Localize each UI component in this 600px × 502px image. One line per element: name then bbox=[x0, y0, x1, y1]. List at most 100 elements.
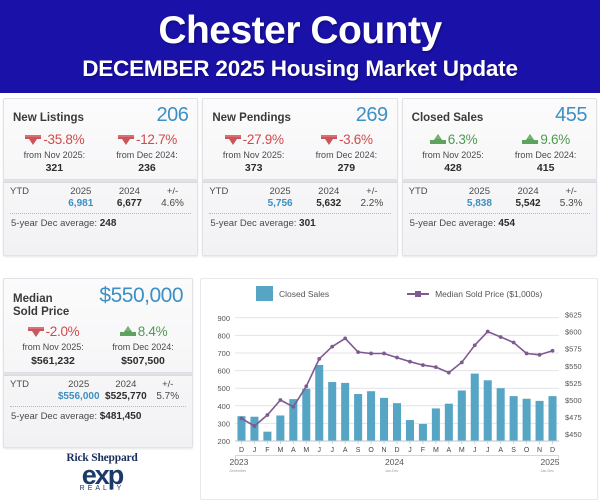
new-pendings-ytd-header-2: +/- bbox=[366, 186, 378, 198]
x-axis-month-tick: N bbox=[537, 447, 542, 454]
new-pendings-ytd-label: YTD bbox=[209, 186, 229, 198]
closed-sales-footer-label: 5-year Dec average: bbox=[409, 218, 496, 230]
median-price-delta-1-top: 8.4% bbox=[98, 323, 188, 340]
x-axis-year-label: 2025 bbox=[540, 457, 560, 467]
chart-bar bbox=[444, 403, 453, 441]
median-price-ytd-header-2: +/- bbox=[162, 378, 174, 390]
new-listings-header: New Listings 206 bbox=[4, 99, 197, 129]
chart-line-point bbox=[382, 351, 386, 356]
chart-line-point bbox=[498, 335, 503, 339]
legend-line-icon bbox=[407, 290, 430, 297]
closed-sales-ytd-spacer bbox=[409, 198, 455, 209]
agent-name: Rick Sheppard bbox=[66, 452, 138, 464]
closed-sales-ytd-value-2: 5.3% bbox=[559, 198, 583, 210]
price-card-divider bbox=[4, 371, 192, 376]
median-price-delta-1-from: from Dec 2024: $507,500 bbox=[98, 341, 188, 367]
arrow-down-icon bbox=[27, 327, 44, 338]
agent-logo: Rick Sheppard exp REALTY bbox=[12, 452, 192, 500]
new-listings-divider bbox=[4, 179, 198, 184]
median-price-ytd-value-0: $556,000 bbox=[57, 390, 100, 402]
new-listings-value: 206 bbox=[156, 104, 189, 126]
new-pendings-footer-label: 5-year Dec average: bbox=[210, 218, 297, 230]
page-title: Chester County bbox=[158, 9, 442, 53]
chart-line-point bbox=[304, 384, 309, 389]
price-card-header: Median Sold Price $550,000 bbox=[4, 279, 192, 321]
y-axis-right-tick: $575 bbox=[565, 345, 582, 354]
chart-line-point bbox=[395, 355, 399, 360]
median-price-delta-1: 8.4% from Dec 2024: $507,500 bbox=[98, 323, 188, 367]
year-bracket bbox=[235, 455, 559, 461]
closed-sales-delta-1-top: 9.6% bbox=[499, 131, 592, 148]
chart-line-point bbox=[239, 416, 244, 421]
new-listings-dotted-rule bbox=[10, 213, 192, 215]
chart-bar bbox=[367, 391, 376, 441]
price-card-ytd-table: YTD 2025 2024 +/- $556,000 $525,770 5.7% bbox=[4, 376, 192, 402]
new-listings-ytd-table: YTD 2025 2024 +/- 6,981 6,677 4.6% bbox=[4, 183, 197, 209]
new-pendings-delta-0: -27.9% from Nov 2025: 373 bbox=[207, 131, 300, 175]
y-axis-right-tick: $625 bbox=[565, 310, 582, 319]
closed-sales-ytd-header-1: 2024 bbox=[517, 186, 539, 198]
x-axis-month-tick: M bbox=[433, 447, 439, 454]
chart-line-point bbox=[265, 413, 270, 417]
new-listings-delta-0-from-value: 321 bbox=[45, 162, 64, 175]
price-card-footer-value: $481,450 bbox=[99, 410, 142, 422]
median-price-delta-0: -2.0% from Nov 2025: $561,232 bbox=[8, 323, 98, 367]
chart-line-point bbox=[278, 398, 283, 402]
chart-line-point bbox=[330, 344, 335, 349]
chart-bar bbox=[328, 382, 337, 441]
chart-bar bbox=[392, 403, 402, 441]
new-pendings-footer-value: 301 bbox=[299, 218, 316, 230]
new-pendings-delta-1-top: -3.6% bbox=[300, 131, 393, 148]
new-listings-delta-1-pct: -12.7% bbox=[136, 132, 177, 147]
chart-bar bbox=[457, 390, 466, 441]
arrow-up-icon bbox=[429, 134, 446, 144]
new-pendings-ytd-header-1: 2024 bbox=[318, 186, 340, 198]
closed-sales-dotted-rule bbox=[408, 213, 590, 215]
x-axis-month-tick: A bbox=[498, 447, 503, 454]
arrow-down-icon bbox=[118, 135, 135, 145]
chart-bar bbox=[496, 388, 505, 441]
price-card-dotted-rule bbox=[10, 405, 186, 407]
new-listings-ytd-value-0: 6,981 bbox=[68, 198, 94, 210]
closed-sales-value: 455 bbox=[555, 104, 587, 126]
y-axis-left-tick: 600 bbox=[217, 367, 230, 376]
legend-label-closed-sales: Closed Sales bbox=[279, 288, 330, 299]
chart-bar bbox=[263, 431, 272, 441]
arrow-up-icon bbox=[119, 326, 136, 337]
closed-sales-ytd-header-0: 2025 bbox=[468, 186, 490, 198]
new-listings-deltas: -35.8% from Nov 2025: 321 -12.7% from Dec 20… bbox=[4, 129, 197, 179]
x-axis-year-label: 2023 bbox=[229, 457, 249, 467]
chart-line-point bbox=[291, 404, 296, 409]
x-axis-month-tick: N bbox=[382, 447, 387, 454]
y-axis-left-tick: 400 bbox=[217, 402, 230, 411]
closed-sales-delta-1-from-value: 415 bbox=[536, 162, 555, 175]
y-axis-right-tick: $600 bbox=[565, 328, 582, 337]
closed-sales-ytd-value-0: 5,838 bbox=[466, 198, 492, 210]
new-listings-ytd-label: YTD bbox=[10, 186, 29, 198]
stat-card-new-pendings: New Pendings 269 -27.9% from Nov 2025: 373 -3… bbox=[202, 98, 398, 256]
median-price-ytd-value-2: 5.7% bbox=[156, 390, 180, 402]
x-axis-month-tick: J bbox=[330, 447, 334, 454]
legend-label-median-price: Median Sold Price ($1,000s) bbox=[435, 288, 543, 299]
price-card-title-line2: Sold Price bbox=[13, 306, 70, 319]
closed-sales-title: Closed Sales bbox=[411, 112, 484, 124]
chart-bar bbox=[509, 396, 518, 441]
chart-line-point bbox=[252, 424, 257, 428]
x-axis-month-tick: J bbox=[486, 447, 490, 454]
new-listings-ytd-header-0: 2025 bbox=[70, 186, 92, 198]
new-pendings-delta-0-from: from Nov 2025: 373 bbox=[207, 149, 300, 175]
median-price-delta-1-from-value: $507,500 bbox=[121, 354, 165, 367]
x-axis-month-tick: J bbox=[408, 447, 412, 454]
chart-legend: Closed Sales Median Sold Price ($1,000s) bbox=[201, 279, 597, 305]
chart-bar bbox=[237, 416, 246, 441]
closed-sales-delta-0-top: 6.3% bbox=[407, 131, 500, 148]
chart-line-point bbox=[408, 359, 412, 364]
new-pendings-delta-1: -3.6% from Dec 2024: 279 bbox=[300, 131, 393, 175]
y-axis-right-tick: $525 bbox=[565, 379, 582, 388]
chart-bar bbox=[431, 408, 440, 441]
stat-card-new-listings: New Listings 206 -35.8% from Nov 2025: 321 -1… bbox=[3, 98, 199, 256]
closed-sales-ytd-header-2: +/- bbox=[565, 186, 577, 198]
price-card-title-line1: Median bbox=[13, 293, 53, 305]
x-axis-month-tick: J bbox=[473, 447, 477, 454]
